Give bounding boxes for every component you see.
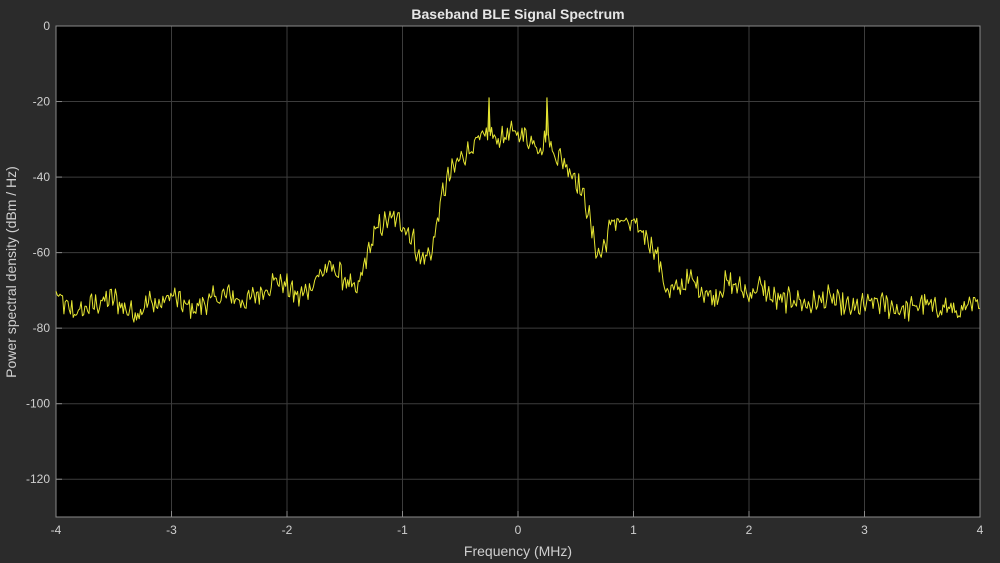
x-tick-label: 1 — [630, 523, 637, 537]
y-tick-label: -120 — [26, 472, 50, 486]
x-tick-label: 4 — [977, 523, 984, 537]
y-tick-label: -20 — [33, 95, 51, 109]
y-tick-label: 0 — [43, 19, 50, 33]
series-line — [55, 97, 981, 323]
x-axis-label: Frequency (MHz) — [464, 543, 572, 559]
x-tick-label: -3 — [166, 523, 177, 537]
y-tick-label: -60 — [33, 246, 51, 260]
y-axis-ticks: -120 -100 -80 -60 -40 -20 0 — [26, 19, 62, 486]
series-layer — [55, 97, 981, 323]
y-axis-label: Power spectral density (dBm / Hz) — [3, 166, 19, 378]
x-tick-label: -1 — [397, 523, 408, 537]
x-tick-label: 0 — [515, 523, 522, 537]
x-axis-ticks: -4 -3 -2 -1 0 1 2 3 4 — [51, 511, 984, 537]
y-tick-label: -100 — [26, 397, 50, 411]
x-tick-label: 2 — [746, 523, 753, 537]
x-tick-label: -2 — [282, 523, 293, 537]
y-tick-label: -80 — [33, 321, 51, 335]
x-tick-label: 3 — [861, 523, 868, 537]
y-tick-label: -40 — [33, 170, 51, 184]
x-tick-label: -4 — [51, 523, 62, 537]
chart-title: Baseband BLE Signal Spectrum — [411, 6, 624, 22]
